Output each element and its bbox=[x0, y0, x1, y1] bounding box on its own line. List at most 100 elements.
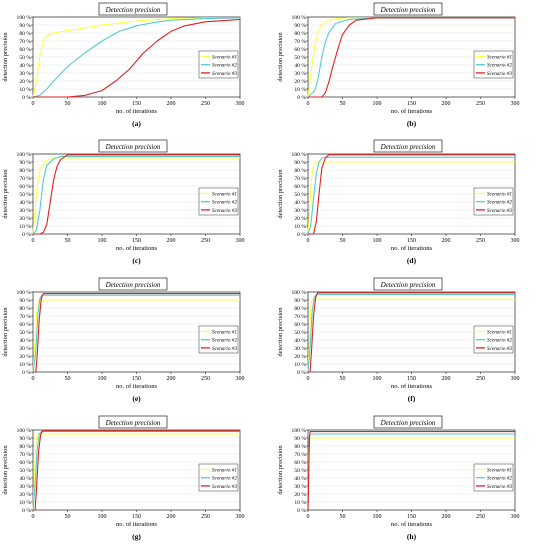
x-tick-label: 100 bbox=[98, 376, 107, 382]
x-tick-label: 100 bbox=[98, 514, 107, 520]
legend-label: Scenario #2 bbox=[212, 200, 237, 206]
y-tick-label: 10 % bbox=[294, 500, 306, 506]
y-tick-label: 40 % bbox=[19, 476, 31, 482]
y-tick-label: 20 % bbox=[19, 79, 31, 85]
x-tick-label: 200 bbox=[442, 238, 451, 244]
y-tick-label: 90 % bbox=[294, 160, 306, 166]
x-tick-label: 300 bbox=[236, 101, 245, 107]
legend-label: Scenario #1 bbox=[212, 55, 237, 61]
x-tick-label: 300 bbox=[511, 101, 520, 107]
y-tick-label: 40 % bbox=[294, 63, 306, 69]
y-tick-label: 50 % bbox=[294, 192, 306, 198]
y-tick-label: 100 % bbox=[292, 290, 307, 296]
y-tick-label: 90 % bbox=[294, 23, 306, 29]
chart-panel-5: 0 % 10 % 20 % 30 % 40 % 50 % 60 % 70 % 80 % 90 % 1… bbox=[2, 277, 245, 403]
y-tick-label: 40 % bbox=[19, 63, 31, 69]
x-axis-label: no. of iterations bbox=[116, 108, 157, 115]
panel-label: (f) bbox=[408, 394, 416, 403]
y-tick-label: 30 % bbox=[294, 484, 306, 490]
x-tick-label: 0 bbox=[307, 238, 310, 244]
legend-label: Scenario #3 bbox=[212, 71, 237, 77]
y-tick-label: 90 % bbox=[19, 436, 31, 442]
x-axis-label: no. of iterations bbox=[116, 383, 157, 390]
x-tick-label: 200 bbox=[167, 514, 176, 520]
legend-label: Scenario #3 bbox=[487, 484, 512, 490]
series-line-scenario-3 bbox=[33, 430, 240, 511]
x-tick-label: 250 bbox=[201, 376, 210, 382]
y-tick-label: 80 % bbox=[19, 444, 31, 450]
y-tick-label: 20 % bbox=[19, 216, 31, 222]
x-tick-label: 50 bbox=[340, 101, 346, 107]
x-tick-label: 150 bbox=[407, 238, 416, 244]
series-line-scenario-2 bbox=[307, 17, 515, 98]
y-axis-label: detection precision bbox=[2, 169, 9, 219]
series-line-scenario-2 bbox=[32, 294, 240, 373]
y-tick-label: 60 % bbox=[19, 184, 31, 190]
legend-label: Scenario #1 bbox=[212, 192, 237, 198]
legend-label: Scenario #2 bbox=[487, 338, 512, 344]
legend-label: Scenario #3 bbox=[212, 208, 237, 214]
y-tick-label: 10 % bbox=[294, 87, 306, 93]
y-tick-label: 80 % bbox=[294, 444, 306, 450]
x-tick-label: 200 bbox=[442, 376, 451, 382]
chart-panel-1: 0 % 10 % 20 % 30 % 40 % 50 % 60 % 70 % 80 % 90 % 1… bbox=[2, 2, 245, 128]
panel-label: (a) bbox=[132, 119, 141, 128]
legend: Scenario #1 Scenario #2 Scenario #3 bbox=[198, 187, 239, 216]
y-tick-label: 90 % bbox=[294, 436, 306, 442]
y-axis-label: detection precision bbox=[277, 307, 284, 357]
y-tick-label: 0 % bbox=[22, 95, 31, 101]
x-tick-label: 150 bbox=[407, 101, 416, 107]
panel-label: (c) bbox=[132, 256, 141, 265]
x-tick-label: 100 bbox=[373, 514, 382, 520]
y-tick-label: 80 % bbox=[294, 31, 306, 37]
x-tick-label: 0 bbox=[307, 101, 310, 107]
chart-title: Detection precision bbox=[380, 143, 436, 151]
legend-label: Scenario #3 bbox=[212, 484, 237, 490]
chart-title-box bbox=[373, 277, 443, 291]
series-line-scenario-1 bbox=[307, 17, 515, 98]
y-tick-label: 90 % bbox=[19, 23, 31, 29]
x-tick-label: 150 bbox=[132, 101, 141, 107]
series-line-scenario-3 bbox=[308, 154, 515, 235]
y-tick-label: 50 % bbox=[294, 330, 306, 336]
x-axis-label: no. of iterations bbox=[116, 521, 157, 528]
chart-title: Detection precision bbox=[380, 281, 436, 289]
series-line-scenario-1 bbox=[307, 298, 515, 373]
x-tick-label: 250 bbox=[201, 101, 210, 107]
chart-panel-6: 0 % 10 % 20 % 30 % 40 % 50 % 60 % 70 % 80 % 90 % 1… bbox=[277, 277, 520, 403]
y-tick-label: 90 % bbox=[294, 298, 306, 304]
chart-title: Detection precision bbox=[380, 419, 436, 427]
x-tick-label: 200 bbox=[442, 101, 451, 107]
y-axis-label: detection precision bbox=[277, 169, 284, 219]
x-axis-label: no. of iterations bbox=[391, 108, 432, 115]
legend-label: Scenario #1 bbox=[487, 192, 512, 198]
legend: Scenario #1 Scenario #2 Scenario #3 bbox=[473, 187, 514, 216]
x-tick-label: 100 bbox=[98, 238, 107, 244]
chart-panel-2: 0 % 10 % 20 % 30 % 40 % 50 % 60 % 70 % 80 % 90 % 1… bbox=[277, 2, 520, 128]
series-line-scenario-3 bbox=[33, 18, 241, 98]
x-tick-label: 150 bbox=[132, 238, 141, 244]
legend-label: Scenario #2 bbox=[487, 63, 512, 69]
x-tick-label: 100 bbox=[373, 376, 382, 382]
y-tick-label: 60 % bbox=[294, 460, 306, 466]
x-tick-label: 150 bbox=[407, 514, 416, 520]
panel-label: (h) bbox=[407, 532, 417, 541]
y-tick-label: 30 % bbox=[294, 346, 306, 352]
chart-title-box bbox=[373, 415, 443, 429]
y-tick-label: 40 % bbox=[19, 200, 31, 206]
series-line-scenario-3 bbox=[308, 292, 515, 373]
y-tick-label: 0 % bbox=[297, 370, 306, 376]
y-tick-label: 70 % bbox=[294, 452, 306, 458]
legend: Scenario #1 Scenario #2 Scenario #3 bbox=[198, 50, 239, 79]
legend-label: Scenario #1 bbox=[212, 330, 237, 336]
x-tick-label: 0 bbox=[307, 514, 310, 520]
y-tick-label: 60 % bbox=[19, 460, 31, 466]
y-tick-label: 90 % bbox=[19, 160, 31, 166]
y-tick-label: 100 % bbox=[17, 152, 32, 158]
x-axis-label: no. of iterations bbox=[391, 521, 432, 528]
y-tick-label: 10 % bbox=[19, 362, 31, 368]
y-tick-label: 30 % bbox=[294, 71, 306, 77]
y-tick-label: 60 % bbox=[19, 322, 31, 328]
y-axis-label: detection precision bbox=[2, 307, 9, 357]
y-tick-label: 70 % bbox=[19, 452, 31, 458]
